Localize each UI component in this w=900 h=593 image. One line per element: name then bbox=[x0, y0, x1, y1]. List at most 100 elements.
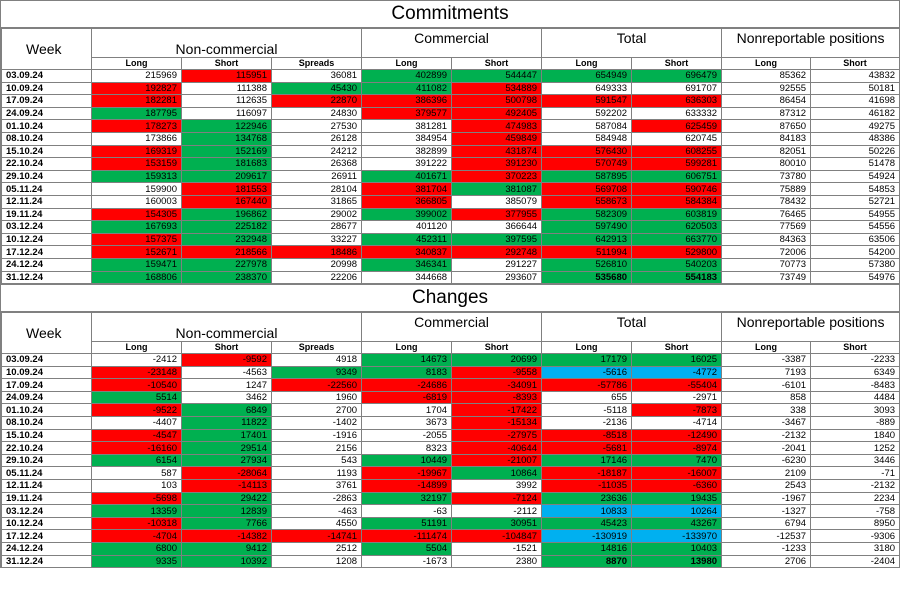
value-cell: 72006 bbox=[721, 245, 812, 259]
value-cell: 10833 bbox=[541, 504, 633, 518]
value-cell: -2132 bbox=[810, 479, 900, 493]
value-cell: 46182 bbox=[810, 106, 900, 121]
value-cell: 500798 bbox=[451, 94, 543, 108]
value-cell: 19435 bbox=[631, 491, 723, 506]
value-cell: 33227 bbox=[270, 232, 363, 247]
changes-title: Changes bbox=[1, 284, 899, 313]
value-cell: -8393 bbox=[451, 390, 543, 405]
value-cell: 2234 bbox=[810, 491, 900, 506]
value-cell: 3462 bbox=[181, 390, 272, 405]
week-cell: 29.10.24 bbox=[1, 169, 92, 184]
value-cell: -1916 bbox=[270, 428, 363, 443]
value-cell: -21007 bbox=[451, 453, 543, 468]
value-cell: 169319 bbox=[91, 144, 182, 159]
value-cell: 29422 bbox=[181, 491, 272, 506]
week-cell: 22.10.24 bbox=[1, 157, 92, 171]
value-cell: 43832 bbox=[810, 69, 900, 83]
value-cell: 30951 bbox=[451, 516, 543, 531]
value-cell: -4563 bbox=[181, 365, 272, 380]
value-cell: 112635 bbox=[181, 94, 272, 108]
changes-table: Week Non-commercial Commercial Total Non… bbox=[1, 312, 900, 569]
value-cell: 346341 bbox=[361, 257, 453, 272]
value-cell: 10403 bbox=[631, 542, 723, 556]
value-cell: 377955 bbox=[451, 207, 543, 222]
value-cell: 159900 bbox=[91, 182, 182, 196]
week-cell: 03.09.24 bbox=[1, 69, 92, 83]
value-cell: 181683 bbox=[181, 157, 272, 171]
value-cell: 6349 bbox=[810, 365, 900, 380]
value-cell: 381281 bbox=[361, 119, 453, 133]
value-cell: -1327 bbox=[721, 504, 812, 518]
value-cell: 26128 bbox=[270, 131, 363, 146]
value-cell: 338 bbox=[721, 403, 812, 418]
value-cell: -11035 bbox=[541, 479, 633, 493]
table-row: 12.11.24 160003 167440 31865 366805 385079 558… bbox=[1, 194, 900, 209]
value-cell: 153159 bbox=[91, 157, 182, 171]
value-cell: 558673 bbox=[541, 194, 633, 209]
value-cell: 606751 bbox=[631, 169, 723, 184]
value-cell: 1193 bbox=[270, 466, 363, 481]
week-cell: 24.12.24 bbox=[1, 542, 92, 556]
group-header-nonreportable: Nonreportable positions bbox=[721, 312, 900, 343]
value-cell: 1252 bbox=[810, 441, 900, 455]
table-row: 17.12.24 152671 218566 18486 340837 292748 511… bbox=[1, 245, 900, 259]
value-cell: 858 bbox=[721, 390, 812, 405]
value-cell: -111474 bbox=[361, 529, 453, 543]
value-cell: 54853 bbox=[810, 182, 900, 196]
value-cell: 597490 bbox=[541, 220, 633, 234]
value-cell: -71 bbox=[810, 466, 900, 481]
value-cell: 27934 bbox=[181, 453, 272, 468]
value-cell: 1840 bbox=[810, 428, 900, 443]
value-cell: 399002 bbox=[361, 207, 453, 222]
value-cell: 11822 bbox=[181, 416, 272, 430]
value-cell: 181553 bbox=[181, 182, 272, 196]
value-cell: 92555 bbox=[721, 81, 812, 96]
table-row: 24.09.24 187795 116097 24830 379577 492405 592… bbox=[1, 106, 900, 121]
value-cell: 20998 bbox=[270, 257, 363, 272]
value-cell: -5616 bbox=[541, 365, 633, 380]
value-cell: 196862 bbox=[181, 207, 272, 222]
value-cell: 663770 bbox=[631, 232, 723, 247]
table-row: 01.10.24 178273 122946 27530 381281 474983 587… bbox=[1, 119, 900, 133]
value-cell: -10540 bbox=[91, 378, 182, 392]
table-row: 03.09.24 -2412 -9592 4918 14673 20699 17179 160… bbox=[1, 353, 900, 367]
table-row: 17.09.24 -10540 1247 -22560 -24686 -34091 -577… bbox=[1, 378, 900, 392]
value-cell: -2136 bbox=[541, 416, 633, 430]
value-cell: -5681 bbox=[541, 441, 633, 455]
value-cell: 1247 bbox=[181, 378, 272, 392]
value-cell: 5504 bbox=[361, 542, 453, 556]
value-cell: 28677 bbox=[270, 220, 363, 234]
value-cell: 232948 bbox=[181, 232, 272, 247]
value-cell: -10318 bbox=[91, 516, 182, 531]
value-cell: -1233 bbox=[721, 542, 812, 556]
value-cell: 225182 bbox=[181, 220, 272, 234]
value-cell: -14113 bbox=[181, 479, 272, 493]
week-cell: 17.12.24 bbox=[1, 529, 92, 543]
value-cell: 625459 bbox=[631, 119, 723, 133]
value-cell: -6230 bbox=[721, 453, 812, 468]
value-cell: -55404 bbox=[631, 378, 723, 392]
value-cell: -889 bbox=[810, 416, 900, 430]
value-cell: -4772 bbox=[631, 365, 723, 380]
table-row: 29.10.24 6154 27934 543 10449 -21007 17146 7470… bbox=[1, 453, 900, 468]
value-cell: 18486 bbox=[270, 245, 363, 259]
value-cell: 9335 bbox=[91, 554, 182, 569]
value-cell: -18187 bbox=[541, 466, 633, 481]
value-cell: 8870 bbox=[541, 554, 633, 569]
value-cell: 36081 bbox=[270, 69, 363, 83]
group-header-nonreportable: Nonreportable positions bbox=[721, 28, 900, 58]
table-row: 10.09.24 192827 111388 45430 411082 534889 649… bbox=[1, 81, 900, 96]
value-cell: 526810 bbox=[541, 257, 633, 272]
value-cell: -4407 bbox=[91, 416, 182, 430]
value-cell: 554183 bbox=[631, 270, 723, 285]
table-row: 24.12.24 159471 227978 20998 346341 291227 526… bbox=[1, 257, 900, 272]
value-cell: 29514 bbox=[181, 441, 272, 455]
value-cell: -14899 bbox=[361, 479, 453, 493]
value-cell: 167440 bbox=[181, 194, 272, 209]
week-cell: 12.11.24 bbox=[1, 479, 92, 493]
table-row: 08.10.24 -4407 11822 -1402 3673 -15134 -2136 -4… bbox=[1, 416, 900, 430]
value-cell: -14382 bbox=[181, 529, 272, 543]
week-cell: 03.09.24 bbox=[1, 353, 92, 367]
value-cell: 642913 bbox=[541, 232, 633, 247]
table-row: 22.10.24 -16160 29514 2156 8323 -40644 -5681 -8… bbox=[1, 441, 900, 455]
